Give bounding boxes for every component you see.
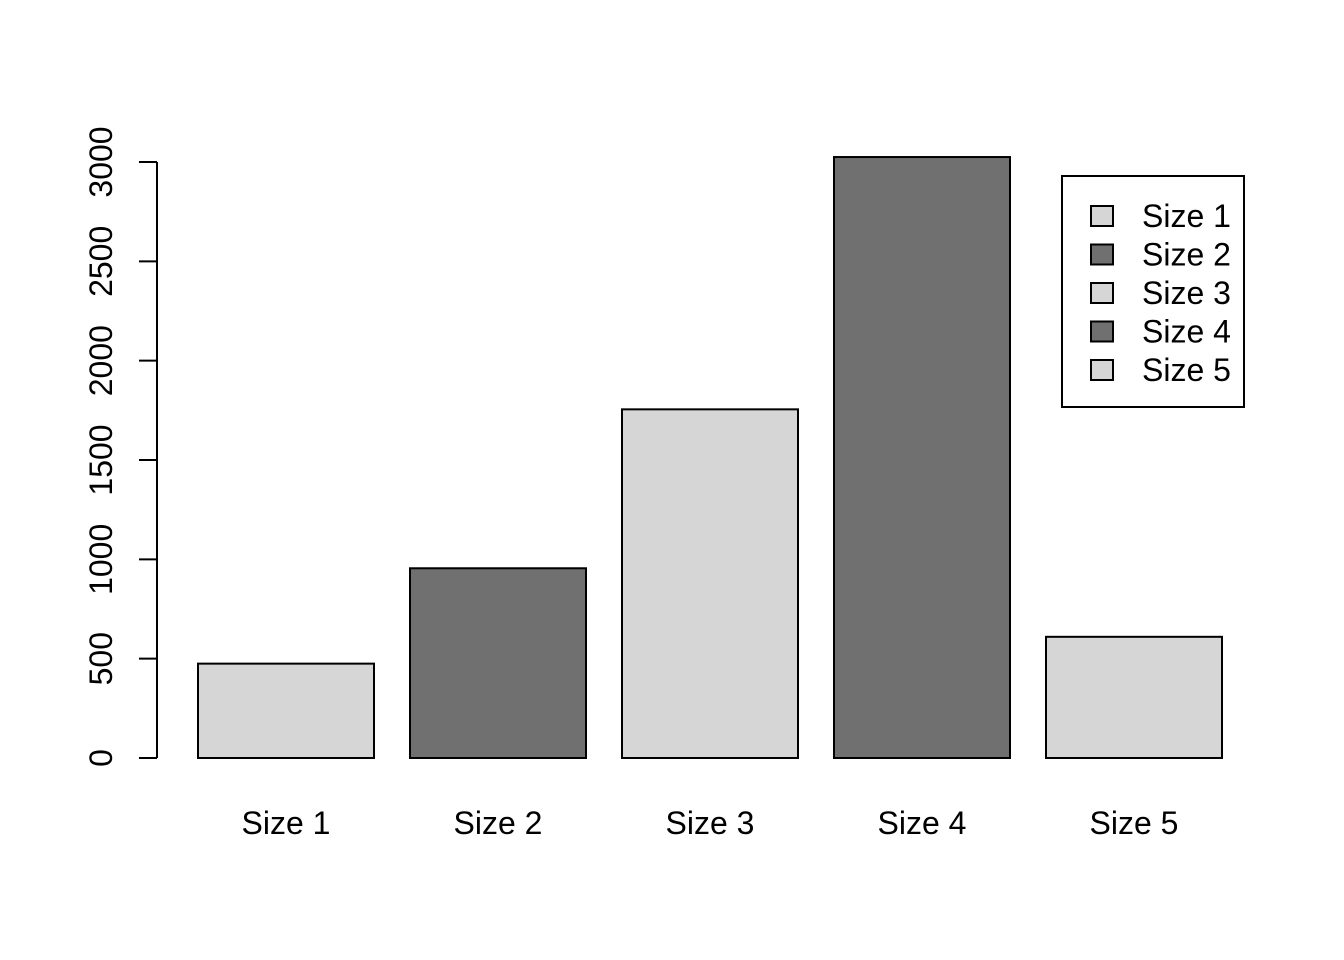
legend-label: Size 1: [1142, 198, 1231, 234]
y-tick-label: 2500: [83, 226, 119, 297]
legend-swatch: [1090, 243, 1114, 266]
category-labels: Size 1 Size 2 Size 3 Size 4 Size 5: [242, 805, 1179, 841]
bar-size-1: [197, 662, 375, 760]
legend-swatch: [1090, 205, 1114, 227]
x-category-label: Size 3: [666, 805, 755, 841]
legend-swatch: [1090, 359, 1114, 381]
legend-label: Size 4: [1142, 314, 1231, 350]
bar-size-5: [1045, 635, 1223, 760]
bar-size-4: [833, 156, 1011, 760]
y-tick-label: 500: [83, 632, 119, 685]
x-category-label: Size 2: [454, 805, 543, 841]
legend-label: Size 3: [1142, 275, 1231, 311]
y-tick-label: 1500: [83, 424, 119, 495]
x-category-label: Size 4: [878, 805, 967, 841]
y-axis: 0 500 1000 1500 2000 2500 3000: [83, 126, 158, 767]
legend-label: Size 5: [1142, 352, 1231, 388]
y-tick-label: 0: [83, 749, 119, 767]
y-tick-label: 1000: [83, 524, 119, 595]
legend-swatch: [1090, 320, 1114, 343]
legend-swatch: [1090, 282, 1114, 304]
bar-size-2: [409, 567, 587, 759]
y-tick-label: 3000: [83, 126, 119, 197]
x-category-label: Size 1: [242, 805, 331, 841]
y-tick-label: 2000: [83, 325, 119, 396]
legend-label: Size 2: [1142, 237, 1231, 273]
x-category-label: Size 5: [1090, 805, 1179, 841]
bar-size-3: [621, 408, 799, 759]
bars-group: [197, 156, 1223, 760]
